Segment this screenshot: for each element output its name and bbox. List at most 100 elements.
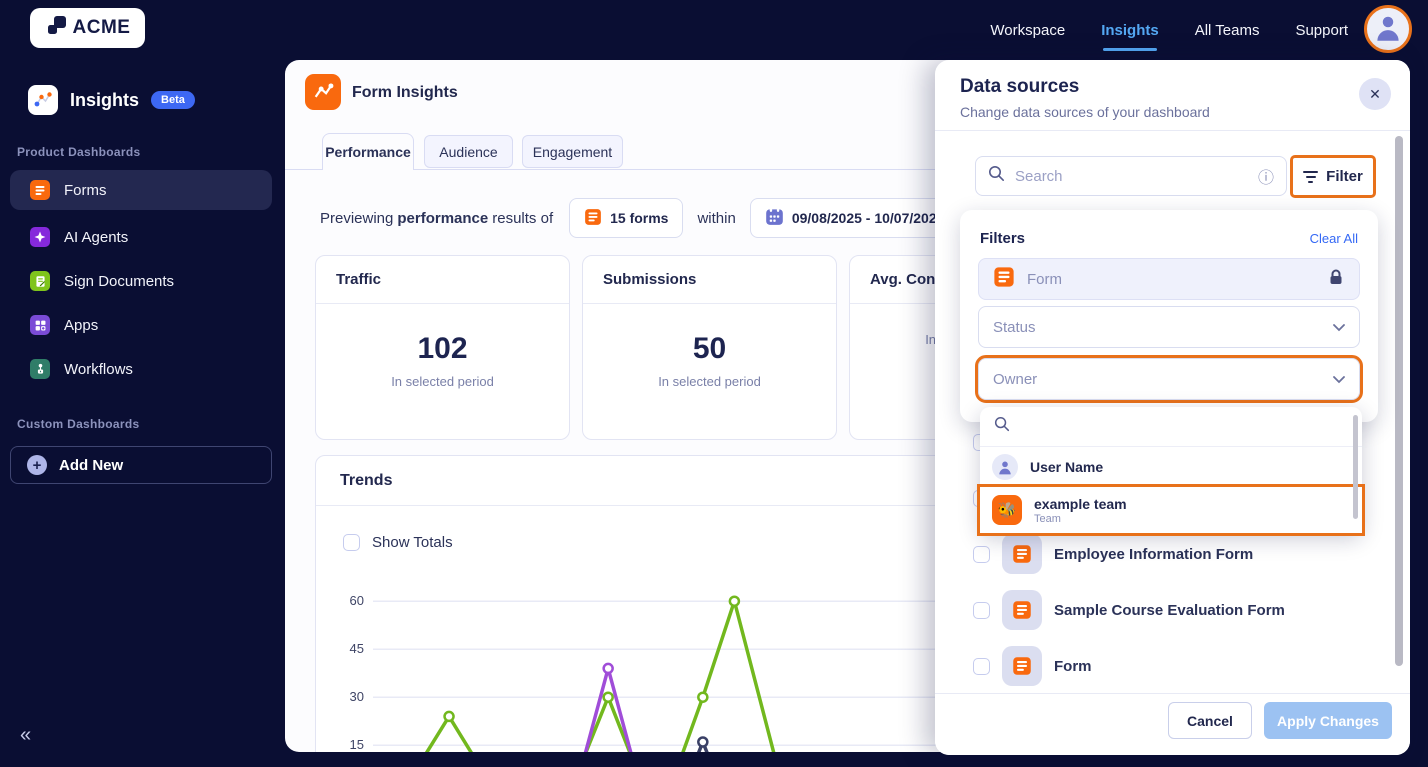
acme-logo-icon xyxy=(45,14,69,43)
within-label: within xyxy=(697,209,736,227)
nav-link-insights[interactable]: Insights xyxy=(1101,21,1159,51)
tab-audience[interactable]: Audience xyxy=(424,135,513,168)
user-avatar[interactable] xyxy=(1364,5,1412,53)
sidebar-app-header: Insights Beta xyxy=(28,85,195,115)
insights-app-icon xyxy=(28,85,58,115)
workflows-icon xyxy=(30,359,50,379)
filter-dropdown-owner[interactable]: Owner xyxy=(975,355,1363,403)
nav-link-support[interactable]: Support xyxy=(1295,21,1348,39)
tab-engagement[interactable]: Engagement xyxy=(522,135,623,168)
preview-bar: Previewing performance results of 15 for… xyxy=(320,198,960,238)
sidebar-item-workflows[interactable]: Workflows xyxy=(10,349,272,389)
forms-count-selector[interactable]: 15 forms xyxy=(569,198,684,238)
y-axis-tick: 60 xyxy=(349,593,364,608)
form-insights-icon xyxy=(305,74,341,110)
acme-logo[interactable]: ACME xyxy=(30,8,145,48)
form-list-row[interactable]: Employee Information Form xyxy=(935,526,1395,582)
panel-scrollbar[interactable] xyxy=(1395,136,1403,666)
beta-badge: Beta xyxy=(151,91,195,109)
team-icon: 🐝 xyxy=(992,495,1022,525)
form-checkbox[interactable] xyxy=(973,601,990,619)
sidebar-item-sign-documents[interactable]: Sign Documents xyxy=(10,261,272,301)
plus-icon: + xyxy=(27,455,47,475)
filter-button[interactable]: Filter xyxy=(1290,155,1376,198)
lock-icon xyxy=(1327,268,1345,290)
preview-text-prefix: Previewing xyxy=(320,209,394,227)
tab-performance[interactable]: Performance xyxy=(322,133,414,170)
form-icon xyxy=(30,180,50,200)
add-new-label: Add New xyxy=(59,456,124,474)
owner-option-type: Team xyxy=(1034,512,1061,525)
preview-text-metric: performance xyxy=(397,209,489,227)
close-icon[interactable]: ✕ xyxy=(1359,78,1391,110)
owner-search-input[interactable] xyxy=(1020,418,1348,435)
form-icon xyxy=(993,266,1015,292)
owner-option-team[interactable]: 🐝 example team Team xyxy=(977,484,1365,536)
sidebar-item-apps[interactable]: Apps xyxy=(10,305,272,345)
sidebar-item-label: Apps xyxy=(64,316,99,334)
form-checkbox[interactable] xyxy=(973,657,990,675)
owner-option-user[interactable]: User Name xyxy=(980,447,1362,487)
search-input[interactable] xyxy=(1015,167,1248,185)
sidebar: Insights Beta Product Dashboards Forms A… xyxy=(0,60,285,767)
dropdown-scrollbar[interactable] xyxy=(1353,415,1358,519)
collapse-sidebar-icon[interactable]: « xyxy=(20,724,32,746)
stat-card-value: 102 xyxy=(417,332,468,365)
form-list-row[interactable]: Form xyxy=(935,638,1395,694)
chevron-down-icon xyxy=(1333,319,1345,336)
add-new-dashboard-button[interactable]: + Add New xyxy=(10,446,272,484)
preview-text-suffix: results of xyxy=(492,209,554,227)
owner-dropdown: User Name 🐝 example team Team xyxy=(977,407,1365,536)
date-range-selector[interactable]: 09/08/2025 - 10/07/2025 xyxy=(749,198,960,238)
data-sources-search[interactable]: ⓘ xyxy=(975,156,1287,196)
sidebar-item-ai-agents[interactable]: AI Agents xyxy=(10,217,272,257)
top-navigation-bar: ACME Workspace Insights All Teams Suppor… xyxy=(0,0,1428,60)
sidebar-item-forms[interactable]: Forms xyxy=(10,170,272,210)
filters-popover: Filters Clear All Form Status Owner xyxy=(960,210,1378,422)
sidebar-item-label: Sign Documents xyxy=(64,272,175,290)
cancel-button[interactable]: Cancel xyxy=(1168,702,1252,739)
nav-link-workspace[interactable]: Workspace xyxy=(990,21,1066,39)
sidebar-item-label: AI Agents xyxy=(64,228,129,246)
person-icon xyxy=(1373,12,1403,47)
filter-button-label: Filter xyxy=(1326,168,1363,185)
stat-card-subtitle: In selected period xyxy=(391,374,494,389)
section-label-custom-dashboards: Custom Dashboards xyxy=(17,417,140,431)
form-list-row[interactable]: Sample Course Evaluation Form xyxy=(935,582,1395,638)
tabs-divider xyxy=(285,169,1410,170)
sign-documents-icon xyxy=(30,271,50,291)
panel-subtitle: Change data sources of your dashboard xyxy=(960,104,1210,120)
apps-icon xyxy=(30,315,50,335)
stat-card-value: 50 xyxy=(692,332,727,365)
nav-link-all-teams[interactable]: All Teams xyxy=(1194,21,1260,39)
form-icon xyxy=(1002,590,1042,630)
filter-icon xyxy=(1303,170,1319,183)
sidebar-item-label: Workflows xyxy=(64,360,133,378)
trends-title: Trends xyxy=(316,456,1389,506)
panel-title: Data sources xyxy=(960,76,1080,97)
stat-card-submissions: Submissions 50 In selected period xyxy=(582,255,837,440)
show-totals-control: Show Totals xyxy=(343,534,453,551)
calendar-icon xyxy=(765,207,784,229)
panel-footer: Cancel Apply Changes xyxy=(935,693,1410,755)
stat-card-title: Traffic xyxy=(316,256,569,304)
form-filter-label: Form xyxy=(1027,270,1062,288)
forms-count-label: 15 forms xyxy=(610,210,669,226)
form-icon xyxy=(1002,646,1042,686)
filters-title: Filters xyxy=(980,230,1026,247)
show-totals-checkbox[interactable] xyxy=(343,534,360,551)
owner-filter-label: Owner xyxy=(993,370,1038,388)
form-checkbox[interactable] xyxy=(973,545,990,563)
y-axis-tick: 45 xyxy=(349,641,364,656)
nav-links: Workspace Insights All Teams Support xyxy=(990,0,1348,60)
filter-row-form: Form xyxy=(978,258,1360,300)
apply-changes-button[interactable]: Apply Changes xyxy=(1264,702,1392,739)
status-filter-label: Status xyxy=(993,318,1036,336)
y-axis-tick: 30 xyxy=(349,689,364,704)
owner-search[interactable] xyxy=(980,407,1362,447)
user-avatar-icon xyxy=(992,454,1018,480)
owner-option-name: example team xyxy=(1034,495,1127,512)
filter-dropdown-status[interactable]: Status xyxy=(978,306,1360,348)
clear-all-link[interactable]: Clear All xyxy=(1309,231,1358,246)
search-icon xyxy=(994,416,1010,437)
